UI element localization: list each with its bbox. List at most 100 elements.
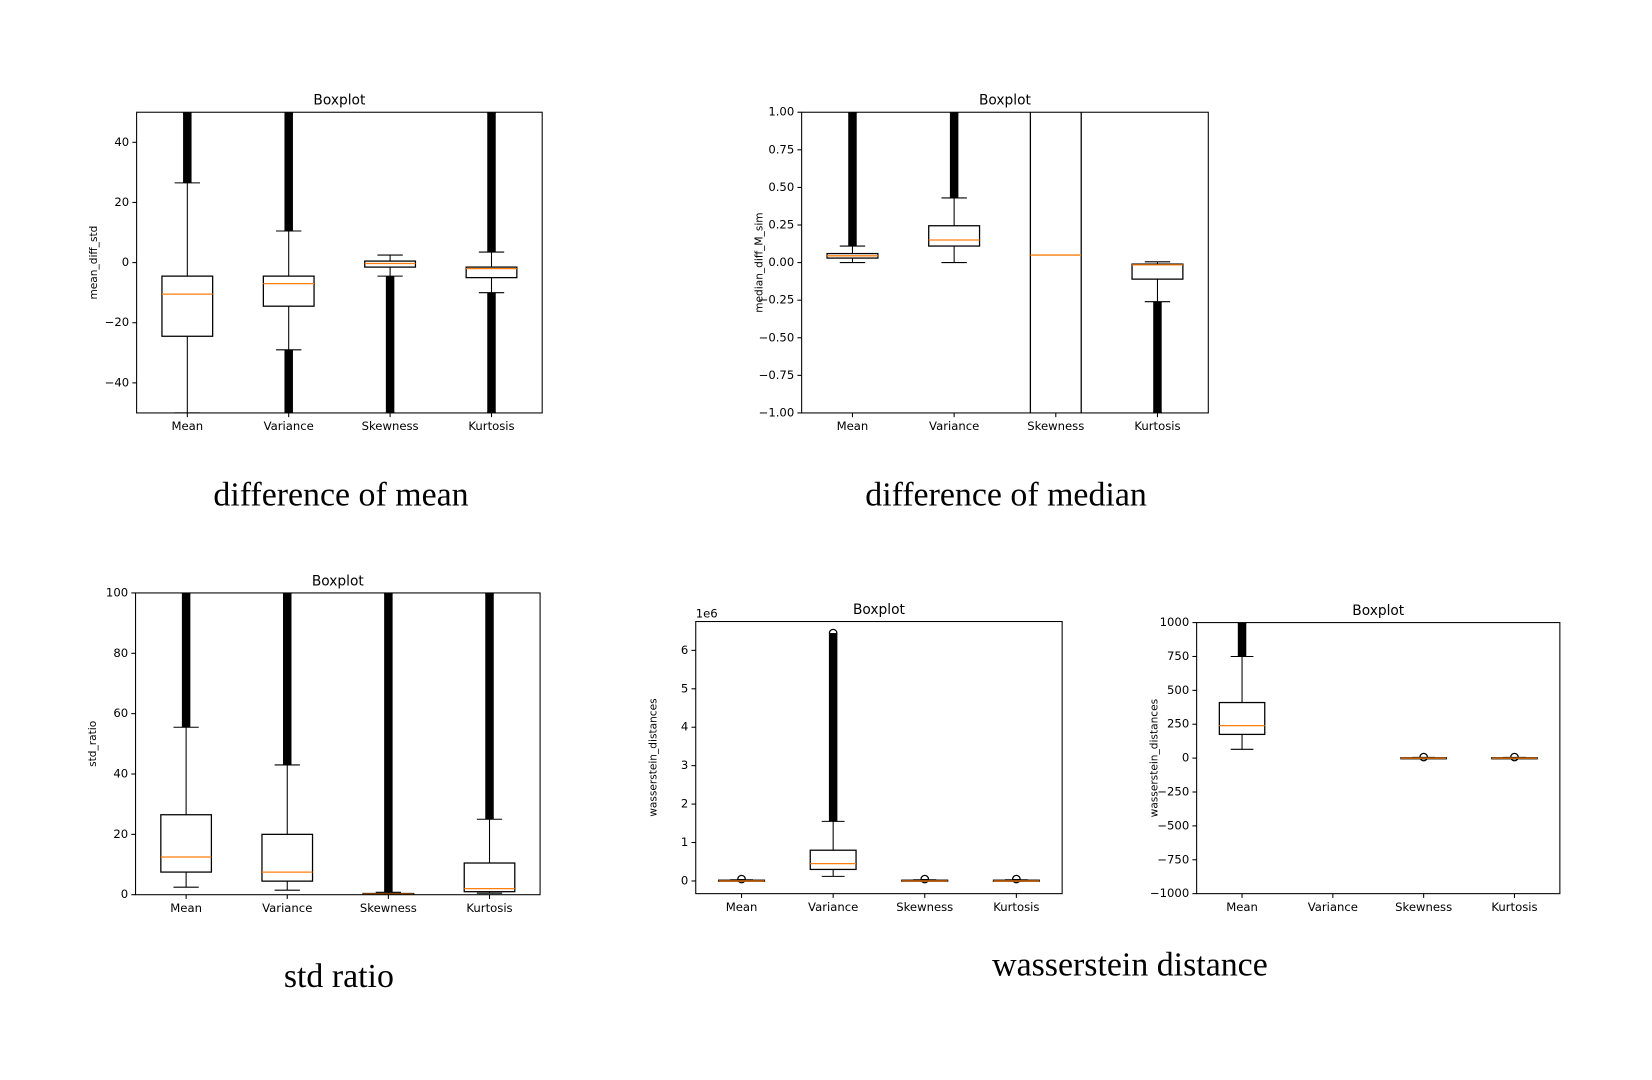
flier-band <box>949 112 959 198</box>
box <box>465 266 518 279</box>
flier-band <box>284 349 293 413</box>
x-tick-label: Mean <box>1226 900 1258 914</box>
y-tick-label: −750 <box>1157 852 1189 866</box>
y-tick-label: −1.00 <box>759 405 795 419</box>
y-axis-label: std_ratio <box>87 721 99 767</box>
y-tick-label: 0.00 <box>768 255 794 269</box>
x-tick-label: Mean <box>837 419 869 433</box>
y-tick-label: 750 <box>1167 649 1189 663</box>
flier-marker <box>1237 622 1247 627</box>
x-tick-label: Skewness <box>896 900 953 914</box>
plot-area <box>826 112 1184 413</box>
flier-marker <box>920 874 930 884</box>
flier-marker <box>949 112 959 117</box>
y-tick-label: 3 <box>681 758 688 772</box>
caption: difference of median <box>865 476 1147 513</box>
flier-marker <box>181 592 191 598</box>
box <box>160 814 213 873</box>
flier-band <box>485 592 494 820</box>
flier-band <box>385 276 395 413</box>
y-offset-label: 1e6 <box>696 607 718 621</box>
flier-marker <box>182 112 192 117</box>
y-tick-label: 0 <box>1182 751 1189 765</box>
box <box>928 225 981 247</box>
chart-title: Boxplot <box>313 93 366 109</box>
x-tick-label: Variance <box>1308 900 1358 914</box>
y-tick-label: 1000 <box>1160 615 1190 629</box>
flier-band <box>284 112 293 232</box>
flier-marker <box>737 874 746 884</box>
y-tick-label: 500 <box>1167 683 1189 697</box>
plot-frame <box>695 621 1063 895</box>
y-tick-label: 60 <box>113 706 128 720</box>
flier-marker <box>282 592 292 598</box>
y-tick-label: −250 <box>1157 785 1189 799</box>
caption: wasserstein distance <box>992 947 1268 984</box>
flier-marker <box>384 592 393 598</box>
flier-marker <box>487 112 496 117</box>
flier-marker <box>385 408 395 413</box>
y-axis-label: wasserstein_distances <box>647 698 659 816</box>
caption: std ratio <box>284 958 394 995</box>
flier-band <box>183 112 192 183</box>
y-tick-label: 250 <box>1167 717 1189 731</box>
y-tick-label: 40 <box>114 135 129 149</box>
x-tick-label: Mean <box>170 901 202 915</box>
y-tick-label: 1.00 <box>768 105 794 119</box>
flier-marker <box>1012 874 1021 884</box>
y-tick-label: −40 <box>105 375 130 389</box>
y-tick-label: 20 <box>113 827 128 841</box>
box <box>1029 112 1082 413</box>
chart-title: Boxplot <box>312 573 365 589</box>
y-tick-label: −0.25 <box>759 293 795 307</box>
x-tick-label: Skewness <box>362 419 419 433</box>
y-tick-label: 4 <box>681 720 688 734</box>
flier-marker <box>848 112 857 117</box>
flier-marker <box>485 592 494 598</box>
y-tick-label: 5 <box>681 681 688 695</box>
flier-band <box>487 292 496 413</box>
x-tick-label: Kurtosis <box>466 901 512 915</box>
y-tick-label: 0 <box>121 887 128 901</box>
flier-band <box>384 592 393 893</box>
flier-marker <box>828 628 838 638</box>
y-tick-label: 1 <box>681 835 688 849</box>
x-tick-label: Kurtosis <box>993 900 1039 914</box>
plot-area <box>718 628 1040 884</box>
chart-title: Boxplot <box>979 93 1032 109</box>
x-tick-label: Skewness <box>360 901 417 915</box>
y-tick-label: 0 <box>122 255 129 269</box>
y-tick-label: 6 <box>681 643 688 657</box>
y-tick-label: 100 <box>106 585 128 599</box>
chart-title: Boxplot <box>1352 603 1405 619</box>
y-tick-label: −0.50 <box>759 330 795 344</box>
x-tick-label: Skewness <box>1027 419 1084 433</box>
flier-marker <box>1153 408 1162 413</box>
y-tick-label: 40 <box>113 767 128 781</box>
x-tick-label: Mean <box>171 419 203 433</box>
y-tick-label: 80 <box>113 646 128 660</box>
plot-frame <box>136 111 543 414</box>
plot-area <box>161 112 518 413</box>
x-tick-label: Variance <box>808 900 858 914</box>
y-tick-label: 0.75 <box>768 142 794 156</box>
box <box>1218 701 1266 736</box>
flier-marker <box>284 112 294 117</box>
plot-frame <box>135 592 541 896</box>
y-tick-label: 0.50 <box>768 180 794 194</box>
flier-band <box>848 112 857 247</box>
x-tick-label: Skewness <box>1395 900 1452 914</box>
plot-area <box>1218 622 1538 762</box>
flier-band <box>283 592 292 765</box>
y-tick-label: −0.75 <box>759 368 795 382</box>
flier-marker <box>487 408 496 413</box>
box <box>262 275 315 307</box>
x-tick-label: Kurtosis <box>1491 900 1537 914</box>
x-tick-label: Mean <box>726 900 758 914</box>
y-tick-label: 0.25 <box>768 218 794 232</box>
plot-area <box>160 592 516 895</box>
y-tick-label: −500 <box>1157 818 1189 832</box>
box <box>809 849 857 871</box>
